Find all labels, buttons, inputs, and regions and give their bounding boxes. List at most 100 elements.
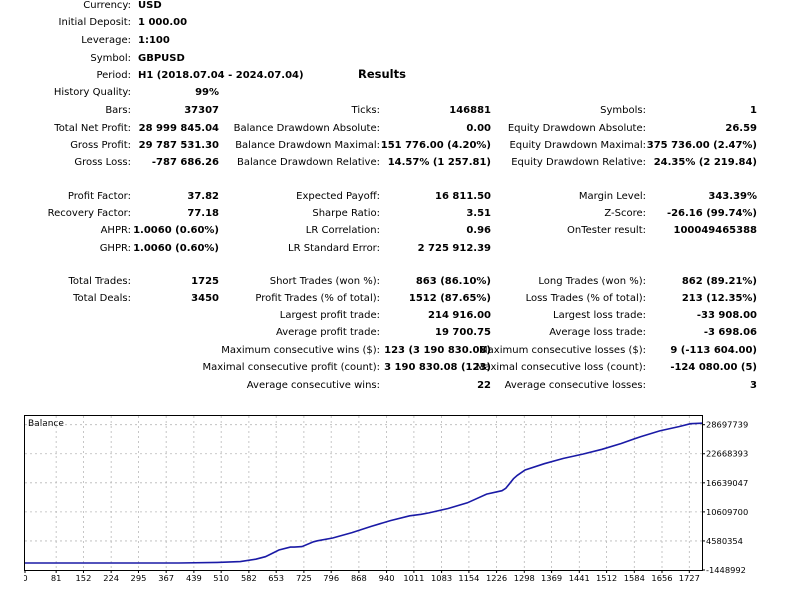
balance-chart: Balance -1448992 4580354 10609700 16639047 2… [22, 415, 794, 600]
max-cons-wins-label: Maximum consecutive wins ($): [221, 345, 380, 356]
x-tick-label: 0 [24, 573, 28, 583]
x-tick-label: 1656 [651, 573, 672, 583]
x-tick-label: 1298 [514, 573, 535, 583]
profit-trades-value: 1512 (87.65%) [408, 293, 491, 304]
y-tick-label: -1448992 [706, 565, 746, 575]
short-trades-label: Short Trades (won %): [269, 276, 380, 287]
max-cons-losses-label: Maximum consecutive losses ($): [479, 345, 646, 356]
x-tick-label: 1226 [486, 573, 507, 583]
long-trades-value: 862 (89.21%) [681, 276, 757, 287]
bal-dd-abs-value: 0.00 [466, 123, 491, 134]
avg-profit-label: Average profit trade: [275, 327, 380, 338]
x-tick-label: 940 [379, 573, 395, 583]
maximal-cons-profit-value: 3 190 830.08 (123) [384, 362, 491, 373]
gross-loss-label: Gross Loss: [74, 157, 131, 168]
x-tick-label: 81 [51, 573, 62, 583]
currency-label: Currency: [83, 0, 131, 11]
profit-factor-label: Profit Factor: [67, 191, 131, 202]
ticks-value: 146881 [449, 105, 491, 116]
results-title: Results [358, 67, 406, 81]
profit-factor-value: 37.82 [187, 191, 219, 202]
currency-value: USD [138, 0, 162, 11]
x-tick-label: 510 [213, 573, 229, 583]
ontester-value: 100049465388 [673, 225, 758, 236]
exp-payoff-value: 16 811.50 [435, 191, 491, 202]
eq-dd-rel-value: 24.35% (2 219.84) [653, 157, 757, 168]
x-tick-label: 582 [241, 573, 257, 583]
y-tick-label: 22668393 [706, 449, 748, 459]
margin-level-value: 343.39% [708, 191, 757, 202]
chart-title: Balance [28, 419, 64, 429]
x-tick-label: 1441 [569, 573, 590, 583]
grid-lines [25, 416, 702, 570]
lr-std-value: 2 725 912.39 [417, 243, 491, 254]
x-tick-label: 152 [76, 573, 92, 583]
total-deals-label: Total Deals: [73, 293, 131, 304]
zscore-value: -26.16 (99.74%) [666, 208, 757, 219]
x-tick-label: 1154 [458, 573, 479, 583]
avg-cons-losses-label: Average consecutive losses: [504, 380, 646, 391]
x-tick-label: 1083 [431, 573, 452, 583]
recovery-value: 77.18 [187, 208, 219, 219]
x-tick-label: 796 [323, 573, 339, 583]
avg-cons-wins-label: Average consecutive wins: [246, 380, 380, 391]
x-tick-label: 1727 [679, 573, 700, 583]
max-cons-wins-value: 123 (3 190 830.08) [384, 345, 491, 356]
x-tick-label: 725 [296, 573, 312, 583]
balance-chart-svg: Balance -1448992 4580354 10609700 16639047 2… [22, 415, 748, 583]
symbol-value: GBPUSD [138, 53, 185, 64]
y-tick-label: 16639047 [706, 478, 748, 488]
ahpr-label: AHPR: [100, 225, 131, 236]
avg-loss-label: Average loss trade: [549, 327, 646, 338]
deposit-value: 1 000.00 [138, 17, 188, 28]
x-tick-label: 1011 [403, 573, 424, 583]
avg-cons-wins-value: 22 [477, 380, 491, 391]
total-deals-value: 3450 [191, 293, 219, 304]
y-tick-label: 28697739 [706, 420, 748, 430]
avg-profit-value: 19 700.75 [435, 327, 491, 338]
x-tick-label: 295 [131, 573, 147, 583]
margin-level-label: Margin Level: [578, 191, 646, 202]
largest-loss-value: -33 908.00 [696, 310, 757, 321]
zscore-label: Z-Score: [604, 208, 646, 219]
gross-profit-value: 29 787 531.30 [138, 140, 219, 151]
eq-dd-max-label: Equity Drawdown Maximal: [509, 140, 646, 151]
gross-loss-value: -787 686.26 [151, 157, 219, 168]
y-axis-labels: -1448992 4580354 10609700 16639047 22668393 2… [702, 420, 748, 575]
leverage-label: Leverage: [81, 35, 131, 46]
bal-dd-abs-label: Balance Drawdown Absolute: [233, 123, 380, 134]
x-axis-labels: 0 81 152 224 295 367 439 510 582 653 725 796 868 940 1… [22, 570, 700, 583]
lr-corr-value: 0.96 [466, 225, 491, 236]
symbol-label: Symbol: [90, 53, 131, 64]
x-tick-label: 1369 [541, 573, 562, 583]
loss-trades-label: Loss Trades (% of total): [525, 293, 646, 304]
eq-dd-max-value: 375 736.00 (2.47%) [646, 140, 757, 151]
loss-trades-value: 213 (12.35%) [681, 293, 757, 304]
eq-dd-abs-label: Equity Drawdown Absolute: [507, 123, 646, 134]
maximal-cons-profit-label: Maximal consecutive profit (count): [202, 362, 380, 373]
bars-label: Bars: [105, 105, 131, 116]
period-label: Period: [96, 70, 131, 81]
x-tick-label: 367 [158, 573, 174, 583]
total-trades-value: 1725 [191, 276, 219, 287]
bal-dd-rel-value: 14.57% (1 257.81) [387, 157, 491, 168]
largest-profit-label: Largest profit trade: [279, 310, 380, 321]
bal-dd-rel-label: Balance Drawdown Relative: [236, 157, 380, 168]
deposit-label: Initial Deposit: [58, 17, 131, 28]
lr-std-label: LR Standard Error: [288, 243, 380, 254]
balance-line [25, 422, 703, 564]
bal-dd-max-label: Balance Drawdown Maximal: [235, 140, 380, 151]
max-cons-losses-value: 9 (-113 604.00) [670, 345, 757, 356]
eq-dd-abs-value: 26.59 [725, 123, 757, 134]
lr-corr-label: LR Correlation: [305, 225, 380, 236]
symbols-label: Symbols: [600, 105, 646, 116]
x-tick-label: 224 [103, 573, 119, 583]
eq-dd-rel-label: Equity Drawdown Relative: [511, 157, 646, 168]
ahpr-value: 1.0060 (0.60%) [133, 225, 219, 236]
quality-label: History Quality: [53, 87, 131, 98]
profit-trades-label: Profit Trades (% of total): [255, 293, 380, 304]
net-profit-value: 28 999 845.04 [138, 123, 219, 134]
ontester-label: OnTester result: [566, 225, 646, 236]
x-tick-label: 1512 [596, 573, 617, 583]
exp-payoff-label: Expected Payoff: [296, 191, 380, 202]
